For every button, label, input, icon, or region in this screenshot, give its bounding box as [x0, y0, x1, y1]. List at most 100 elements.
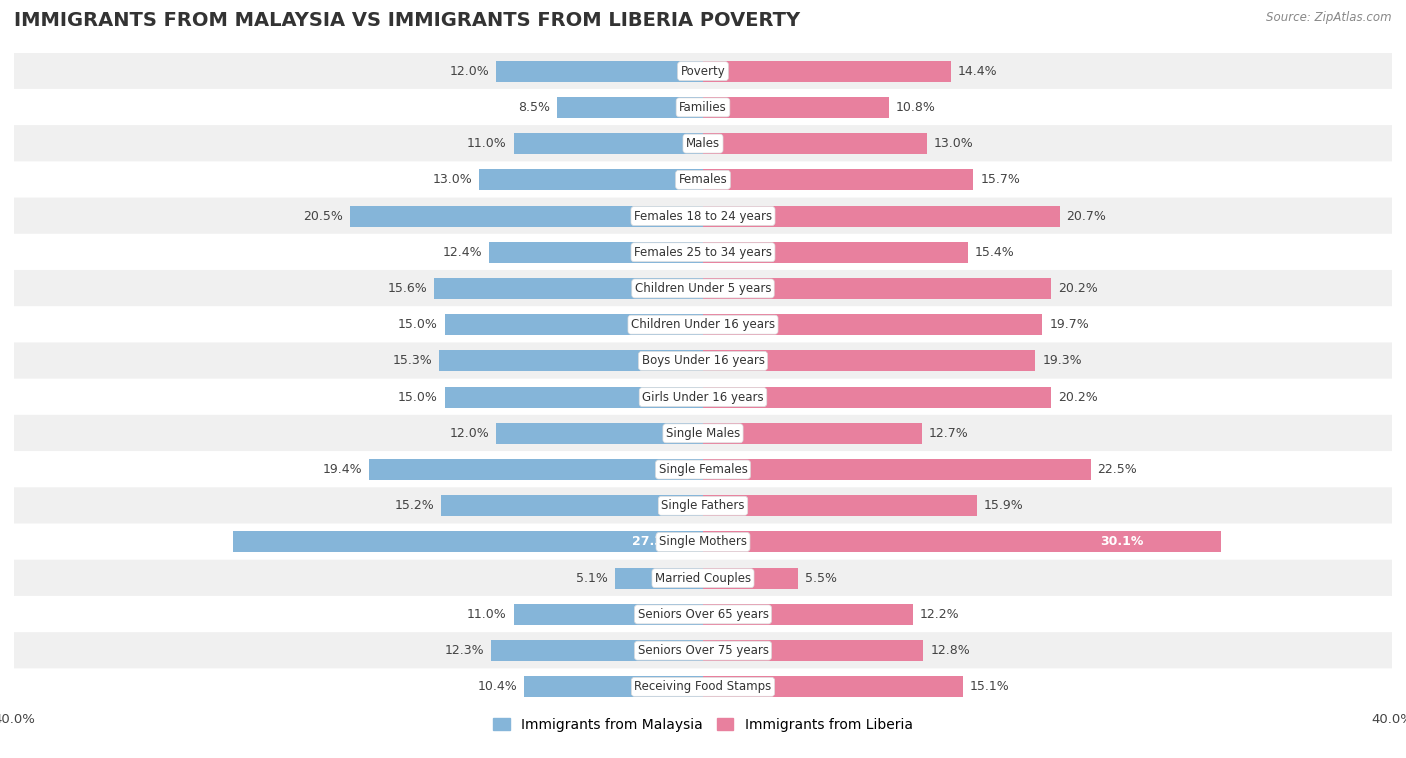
- Text: Children Under 16 years: Children Under 16 years: [631, 318, 775, 331]
- Bar: [703, 169, 973, 190]
- Text: Seniors Over 75 years: Seniors Over 75 years: [637, 644, 769, 657]
- Bar: [703, 61, 950, 82]
- FancyBboxPatch shape: [14, 451, 1392, 488]
- FancyBboxPatch shape: [14, 379, 1392, 415]
- Text: 13.0%: 13.0%: [934, 137, 973, 150]
- Bar: [703, 97, 889, 118]
- Text: 15.4%: 15.4%: [976, 246, 1015, 258]
- Text: Females: Females: [679, 174, 727, 186]
- FancyBboxPatch shape: [14, 89, 1392, 126]
- Text: 15.0%: 15.0%: [398, 318, 437, 331]
- Text: 15.7%: 15.7%: [980, 174, 1021, 186]
- FancyBboxPatch shape: [14, 198, 1392, 234]
- Bar: [703, 495, 977, 516]
- Text: Single Fathers: Single Fathers: [661, 500, 745, 512]
- Text: Boys Under 16 years: Boys Under 16 years: [641, 355, 765, 368]
- Text: 5.5%: 5.5%: [804, 572, 837, 584]
- Bar: [703, 205, 1060, 227]
- Text: 12.0%: 12.0%: [450, 64, 489, 77]
- Text: 15.2%: 15.2%: [395, 500, 434, 512]
- Bar: [703, 604, 912, 625]
- Text: 15.0%: 15.0%: [398, 390, 437, 403]
- Text: 5.1%: 5.1%: [576, 572, 609, 584]
- Text: 20.2%: 20.2%: [1057, 282, 1098, 295]
- Bar: [557, 97, 703, 118]
- Legend: Immigrants from Malaysia, Immigrants from Liberia: Immigrants from Malaysia, Immigrants fro…: [488, 712, 918, 737]
- Bar: [703, 676, 963, 697]
- Bar: [233, 531, 703, 553]
- Bar: [444, 314, 703, 335]
- Text: 30.1%: 30.1%: [1101, 535, 1143, 549]
- Text: 13.0%: 13.0%: [433, 174, 472, 186]
- Text: Poverty: Poverty: [681, 64, 725, 77]
- Bar: [440, 350, 703, 371]
- Text: 15.9%: 15.9%: [984, 500, 1024, 512]
- Text: Seniors Over 65 years: Seniors Over 65 years: [637, 608, 769, 621]
- Text: 20.5%: 20.5%: [304, 209, 343, 223]
- Bar: [616, 568, 703, 589]
- Bar: [441, 495, 703, 516]
- FancyBboxPatch shape: [14, 161, 1392, 199]
- FancyBboxPatch shape: [14, 343, 1392, 379]
- FancyBboxPatch shape: [14, 270, 1392, 307]
- Text: 14.4%: 14.4%: [957, 64, 997, 77]
- FancyBboxPatch shape: [14, 487, 1392, 525]
- Bar: [703, 350, 1035, 371]
- Bar: [703, 133, 927, 154]
- Bar: [368, 459, 703, 480]
- Text: 15.3%: 15.3%: [392, 355, 433, 368]
- Bar: [496, 61, 703, 82]
- Text: 10.4%: 10.4%: [477, 681, 517, 694]
- Text: 12.3%: 12.3%: [444, 644, 484, 657]
- Bar: [524, 676, 703, 697]
- Text: 12.4%: 12.4%: [443, 246, 482, 258]
- Text: IMMIGRANTS FROM MALAYSIA VS IMMIGRANTS FROM LIBERIA POVERTY: IMMIGRANTS FROM MALAYSIA VS IMMIGRANTS F…: [14, 11, 800, 30]
- Bar: [444, 387, 703, 408]
- Text: Families: Families: [679, 101, 727, 114]
- Bar: [350, 205, 703, 227]
- Text: 22.5%: 22.5%: [1098, 463, 1137, 476]
- Text: Single Males: Single Males: [666, 427, 740, 440]
- Text: 11.0%: 11.0%: [467, 137, 506, 150]
- Bar: [489, 242, 703, 263]
- Text: 12.7%: 12.7%: [928, 427, 969, 440]
- FancyBboxPatch shape: [14, 125, 1392, 162]
- Bar: [513, 133, 703, 154]
- Bar: [703, 459, 1091, 480]
- Bar: [703, 531, 1222, 553]
- Text: 19.4%: 19.4%: [322, 463, 361, 476]
- Text: Females 25 to 34 years: Females 25 to 34 years: [634, 246, 772, 258]
- FancyBboxPatch shape: [14, 53, 1392, 89]
- FancyBboxPatch shape: [14, 559, 1392, 597]
- Text: Source: ZipAtlas.com: Source: ZipAtlas.com: [1267, 11, 1392, 24]
- Text: 10.8%: 10.8%: [896, 101, 936, 114]
- Text: Males: Males: [686, 137, 720, 150]
- Text: 12.0%: 12.0%: [450, 427, 489, 440]
- FancyBboxPatch shape: [14, 524, 1392, 560]
- Text: 20.7%: 20.7%: [1066, 209, 1107, 223]
- Text: 19.3%: 19.3%: [1042, 355, 1083, 368]
- FancyBboxPatch shape: [14, 596, 1392, 633]
- Text: 12.8%: 12.8%: [931, 644, 970, 657]
- FancyBboxPatch shape: [14, 233, 1392, 271]
- Text: 15.6%: 15.6%: [388, 282, 427, 295]
- Bar: [491, 640, 703, 661]
- Text: 27.3%: 27.3%: [633, 535, 676, 549]
- Bar: [434, 278, 703, 299]
- Bar: [703, 242, 969, 263]
- Text: 15.1%: 15.1%: [970, 681, 1010, 694]
- Bar: [479, 169, 703, 190]
- Bar: [703, 568, 797, 589]
- Text: Children Under 5 years: Children Under 5 years: [634, 282, 772, 295]
- Bar: [703, 278, 1050, 299]
- FancyBboxPatch shape: [14, 306, 1392, 343]
- Text: 19.7%: 19.7%: [1049, 318, 1088, 331]
- Text: 20.2%: 20.2%: [1057, 390, 1098, 403]
- Text: 8.5%: 8.5%: [517, 101, 550, 114]
- FancyBboxPatch shape: [14, 415, 1392, 452]
- Text: 11.0%: 11.0%: [467, 608, 506, 621]
- Bar: [703, 640, 924, 661]
- Text: Married Couples: Married Couples: [655, 572, 751, 584]
- Text: Girls Under 16 years: Girls Under 16 years: [643, 390, 763, 403]
- Bar: [496, 423, 703, 444]
